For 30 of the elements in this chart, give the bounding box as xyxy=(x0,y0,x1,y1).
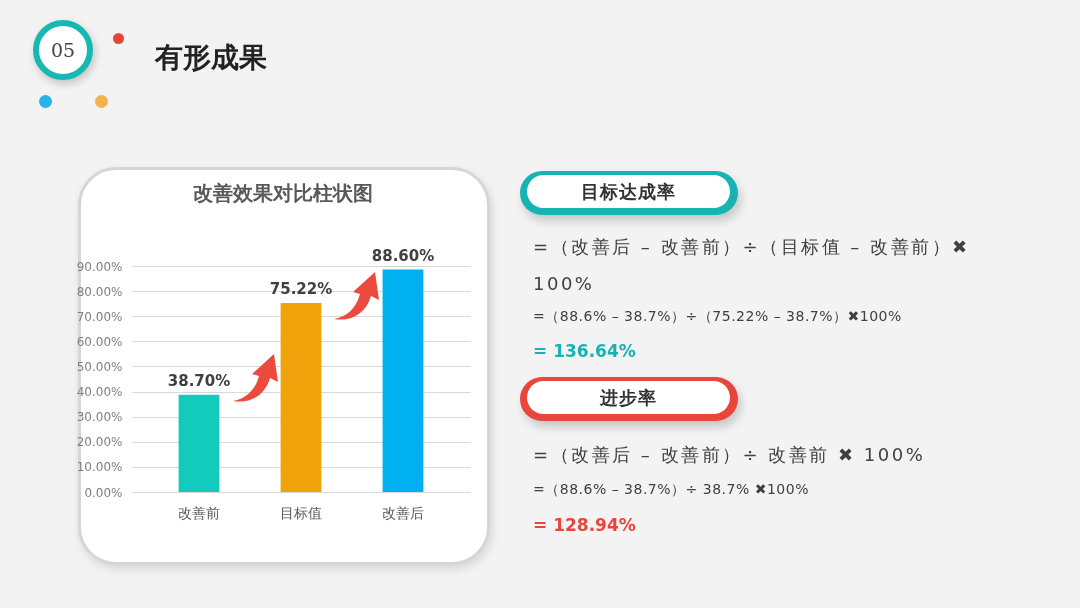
data-label: 38.70% xyxy=(167,371,231,390)
y-tick-label: 0.00% xyxy=(84,485,123,500)
text: = 128.94% xyxy=(533,515,636,535)
bar xyxy=(280,303,322,492)
pill-frame: 进步率 xyxy=(520,377,738,421)
text: = 136.64% xyxy=(533,341,636,361)
y-tick-label: 50.00% xyxy=(76,359,123,374)
text: =（88.6% – 38.7%）÷ 38.7% ✖100% xyxy=(533,481,809,497)
bar xyxy=(178,394,220,492)
y-tick-label: 30.00% xyxy=(76,410,123,425)
x-tick-label: 改善后 xyxy=(381,504,424,521)
y-tick-label: 60.00% xyxy=(76,334,123,349)
x-tick-label: 目标值 xyxy=(280,504,322,521)
y-tick-label: 10.00% xyxy=(76,460,123,475)
y-tick-label: 20.00% xyxy=(76,435,123,450)
y-tick-label: 80.00% xyxy=(76,284,123,299)
text: 05 xyxy=(50,39,76,61)
text: =（改善后 – 改善前）÷（目标值 – 改善前）✖ 100% xyxy=(533,236,970,294)
y-tick-label: 40.00% xyxy=(76,385,123,400)
text: =（改善后 – 改善前）÷ 改善前 ✖ 100% xyxy=(533,444,926,465)
x-tick-label: 改善前 xyxy=(178,504,221,521)
data-label: 75.22% xyxy=(269,280,333,299)
text: =（88.6% – 38.7%）÷（75.22% – 38.7%）✖100% xyxy=(533,308,902,324)
data-label: 88.60% xyxy=(371,246,435,265)
pill-frame: 目标达成率 xyxy=(520,171,738,215)
text: 有形成果 xyxy=(155,41,267,74)
y-tick-label: 70.00% xyxy=(76,309,123,324)
y-tick-label: 90.00% xyxy=(76,259,123,274)
bar xyxy=(382,269,424,492)
chart-title: 改善效果对比柱状图 xyxy=(193,180,373,205)
